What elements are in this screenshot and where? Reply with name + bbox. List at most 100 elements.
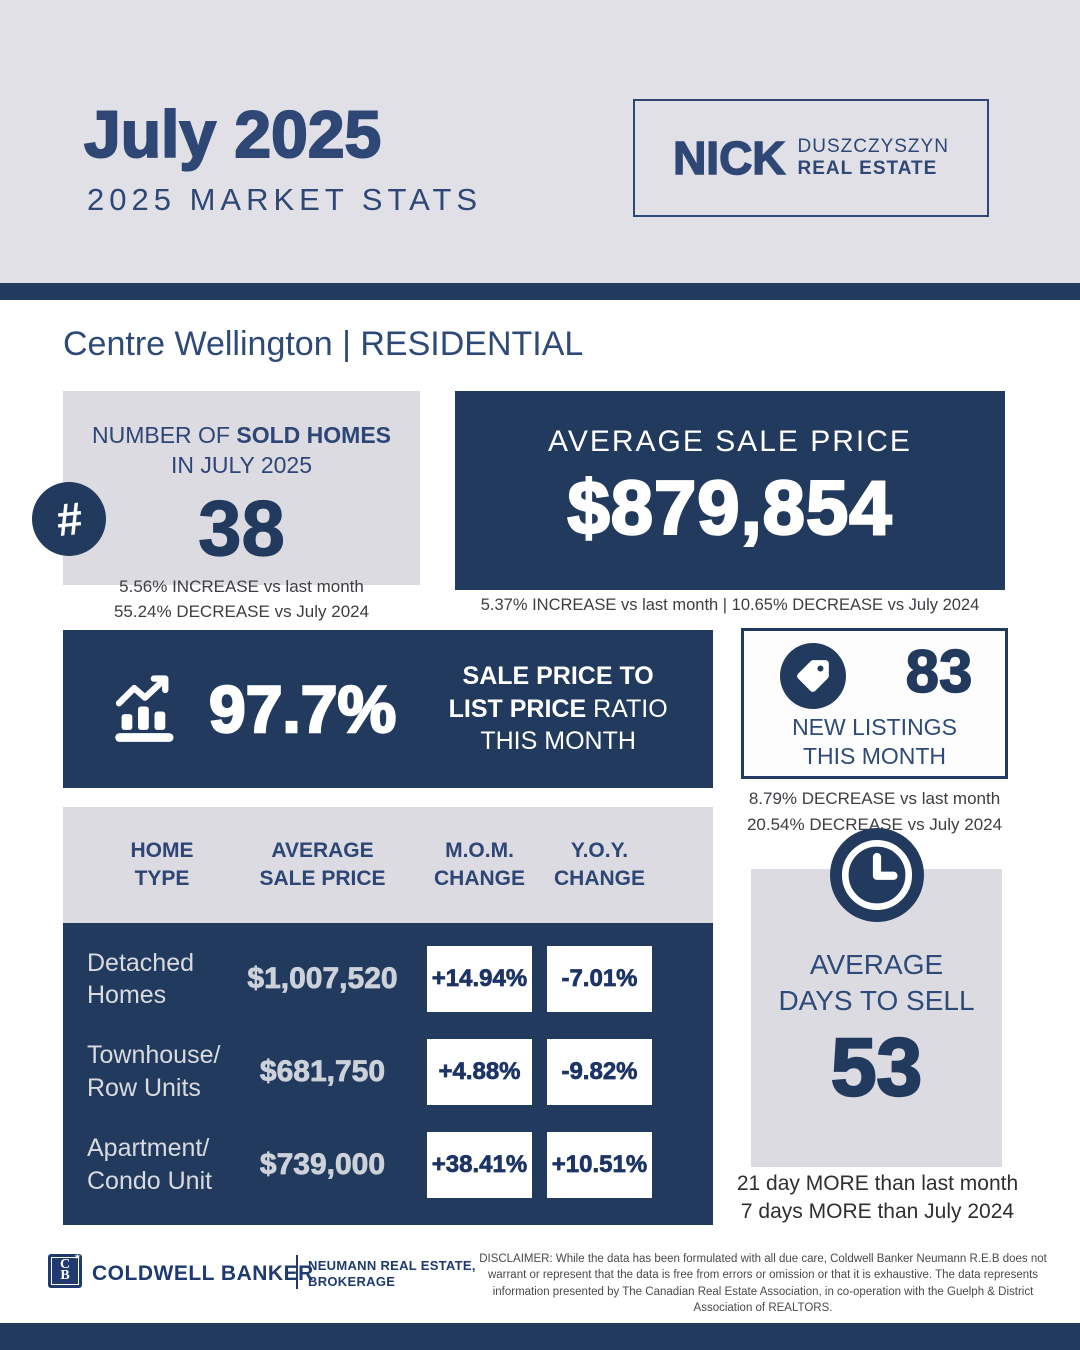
footer-divider	[296, 1255, 298, 1289]
header-divider-bar	[0, 283, 1080, 300]
cb-monogram-b: B	[60, 1268, 70, 1283]
clock-icon-circle	[830, 828, 924, 922]
cb-monogram-c: C	[59, 1257, 71, 1273]
home-type-table-body: Detached Homes $1,007,520 +14.94% -7.01%…	[63, 923, 713, 1225]
sale-to-list-ratio-band: 97.7% SALE PRICE TO LIST PRICE RATIO THI…	[63, 630, 713, 788]
avg-sale-price-label: AVERAGE SALE PRICE	[548, 425, 912, 458]
header-mom-line1: M.O.M.	[445, 838, 514, 862]
new-listings-notes: 8.79% DECREASE vs last month 20.54% DECR…	[731, 786, 1018, 837]
agent-last-name: DUSZCZYSZYN	[797, 136, 949, 158]
page-title: July 2025	[83, 96, 382, 172]
header-home-type-line1: HOME	[130, 838, 194, 862]
avg-sale-price-value: $879,854	[566, 465, 893, 553]
header-yoy-line1: Y.O.Y.	[570, 838, 629, 862]
days-label-line1: AVERAGE	[809, 949, 944, 980]
new-listings-label-line1: NEW LISTINGS	[792, 714, 957, 740]
tag-icon	[797, 660, 829, 692]
row-yoy-change: -9.82%	[547, 1038, 652, 1105]
new-listings-card: 83 NEW LISTINGS THIS MONTH	[741, 628, 1008, 779]
cb-monogram: C B	[51, 1257, 79, 1285]
row-mom-change: +4.88%	[427, 1038, 532, 1105]
row-type-line2: Homes	[87, 981, 167, 1010]
days-to-sell-label: AVERAGE DAYS TO SELL	[751, 947, 1002, 1020]
days-label-line2: DAYS TO SELL	[778, 985, 975, 1017]
days-note-mom: 21 day MORE than last month	[736, 1172, 1019, 1195]
new-listings-value: 83	[905, 637, 973, 706]
header-mom-change: M.O.M. CHANGE	[427, 837, 532, 894]
sold-homes-label-post: IN JULY 2025	[170, 451, 313, 478]
growth-chart-icon	[115, 675, 174, 742]
avg-sale-price-card: AVERAGE SALE PRICE $879,854	[455, 391, 1005, 590]
row-type-label: Townhouse/ Row Units	[87, 1039, 237, 1104]
ratio-label-line3: THIS MONTH	[480, 727, 636, 756]
table-row-detached: Detached Homes $1,007,520 +14.94% -7.01%	[87, 946, 713, 1013]
home-type-table-header: HOME TYPE AVERAGE SALE PRICE M.O.M. CHAN…	[63, 807, 713, 923]
sold-homes-note-mom: 5.56% INCREASE vs last month	[119, 577, 364, 596]
header-home-type: HOME TYPE	[87, 837, 237, 894]
page-subtitle: 2025 MARKET STATS	[87, 182, 483, 217]
row-type-label: Apartment/ Condo Unit	[87, 1132, 237, 1197]
agent-name-block: DUSZCZYSZYN REAL ESTATE	[798, 136, 949, 180]
row-type-line1: Townhouse/	[87, 1041, 221, 1070]
days-to-sell-value: 53	[830, 1021, 924, 1115]
hash-icon-circle: #	[32, 482, 106, 556]
sold-homes-note-yoy: 55.24% DECREASE vs July 2024	[113, 601, 370, 621]
row-price: $681,750	[259, 1054, 386, 1089]
row-type-label: Detached Homes	[87, 947, 237, 1012]
days-note-yoy: 7 days MORE than July 2024	[740, 1200, 1015, 1224]
agent-first-name: NICK	[672, 131, 786, 185]
brokerage-name: NEUMANN REAL ESTATE, BROKERAGE	[308, 1258, 476, 1291]
table-row-townhouse: Townhouse/ Row Units $681,750 +4.88% -9.…	[87, 1038, 713, 1105]
ratio-label-line2-bold: LIST PRICE	[448, 694, 587, 723]
star-icon: ★	[73, 1252, 81, 1261]
days-to-sell-notes: 21 day MORE than last month 7 days MORE …	[725, 1170, 1030, 1227]
header-home-type-line2: TYPE	[134, 867, 190, 890]
row-price: $739,000	[259, 1147, 386, 1181]
table-row-apartment: Apartment/ Condo Unit $739,000 +38.41% +…	[87, 1131, 713, 1198]
row-type-line2: Condo Unit	[87, 1166, 213, 1195]
header-yoy-change: Y.O.Y. CHANGE	[547, 837, 652, 894]
avg-sale-price-note: 5.37% INCREASE vs last month | 10.65% DE…	[480, 596, 980, 614]
ratio-value: 97.7%	[208, 671, 398, 748]
sold-homes-label-pre: NUMBER OF	[91, 422, 237, 448]
brand-name: COLDWELL BANKER	[92, 1262, 314, 1285]
row-type-line1: Apartment/	[87, 1134, 210, 1163]
footer-bottom-bar	[0, 1323, 1080, 1350]
row-yoy-change: +10.51%	[547, 1131, 652, 1198]
header-avg-sale-price: AVERAGE SALE PRICE	[245, 837, 400, 894]
sold-homes-value: 38	[198, 483, 286, 572]
sold-homes-card: NUMBER OF SOLD HOMES IN JULY 2025 38	[63, 391, 420, 585]
clock-icon	[830, 828, 924, 922]
row-price: $1,007,520	[247, 962, 398, 996]
brokerage-line1: NEUMANN REAL ESTATE,	[308, 1258, 476, 1273]
row-type-line1: Detached	[87, 948, 195, 977]
new-listings-label-line2: THIS MONTH	[802, 743, 947, 770]
header-mom-line2: CHANGE	[433, 867, 525, 890]
header-avg-price-line1: AVERAGE	[271, 838, 374, 862]
row-yoy-change: -7.01%	[547, 946, 652, 1013]
sold-homes-notes: 5.56% INCREASE vs last month 55.24% DECR…	[63, 575, 420, 624]
ratio-label: SALE PRICE TO LIST PRICE RATIO THIS MONT…	[424, 660, 692, 758]
row-mom-change: +38.41%	[427, 1131, 532, 1198]
sold-homes-label: NUMBER OF SOLD HOMES IN JULY 2025	[92, 421, 392, 481]
new-listings-note-yoy: 20.54% DECREASE vs July 2024	[746, 814, 1003, 834]
row-type-line2: Row Units	[87, 1073, 201, 1102]
new-listings-note-mom: 8.79% DECREASE vs last month	[748, 789, 1001, 808]
row-mom-change: +14.94%	[427, 946, 532, 1013]
header-band: July 2025 2025 MARKET STATS NICK DUSZCZY…	[0, 0, 1080, 283]
hash-icon: #	[53, 491, 85, 547]
new-listings-label: NEW LISTINGS THIS MONTH	[744, 713, 1005, 772]
agent-logo-badge: NICK DUSZCZYSZYN REAL ESTATE	[633, 99, 989, 217]
ratio-label-line1: SALE PRICE TO	[462, 662, 654, 691]
agent-tagline: REAL ESTATE	[797, 158, 938, 179]
sold-homes-label-bold: SOLD HOMES	[236, 422, 391, 448]
header-yoy-line2: CHANGE	[553, 867, 645, 890]
header-avg-price-line2: SALE PRICE	[259, 867, 386, 890]
section-title: Centre Wellington | RESIDENTIAL	[63, 325, 584, 363]
coldwell-banker-logo: ★ C B	[48, 1252, 82, 1288]
brokerage-line2: BROKERAGE	[308, 1274, 396, 1290]
ratio-label-line2-rest: RATIO	[586, 694, 668, 723]
disclaimer-text: DISCLAIMER: While the data has been form…	[479, 1253, 1047, 1314]
tag-icon-circle	[780, 643, 846, 709]
